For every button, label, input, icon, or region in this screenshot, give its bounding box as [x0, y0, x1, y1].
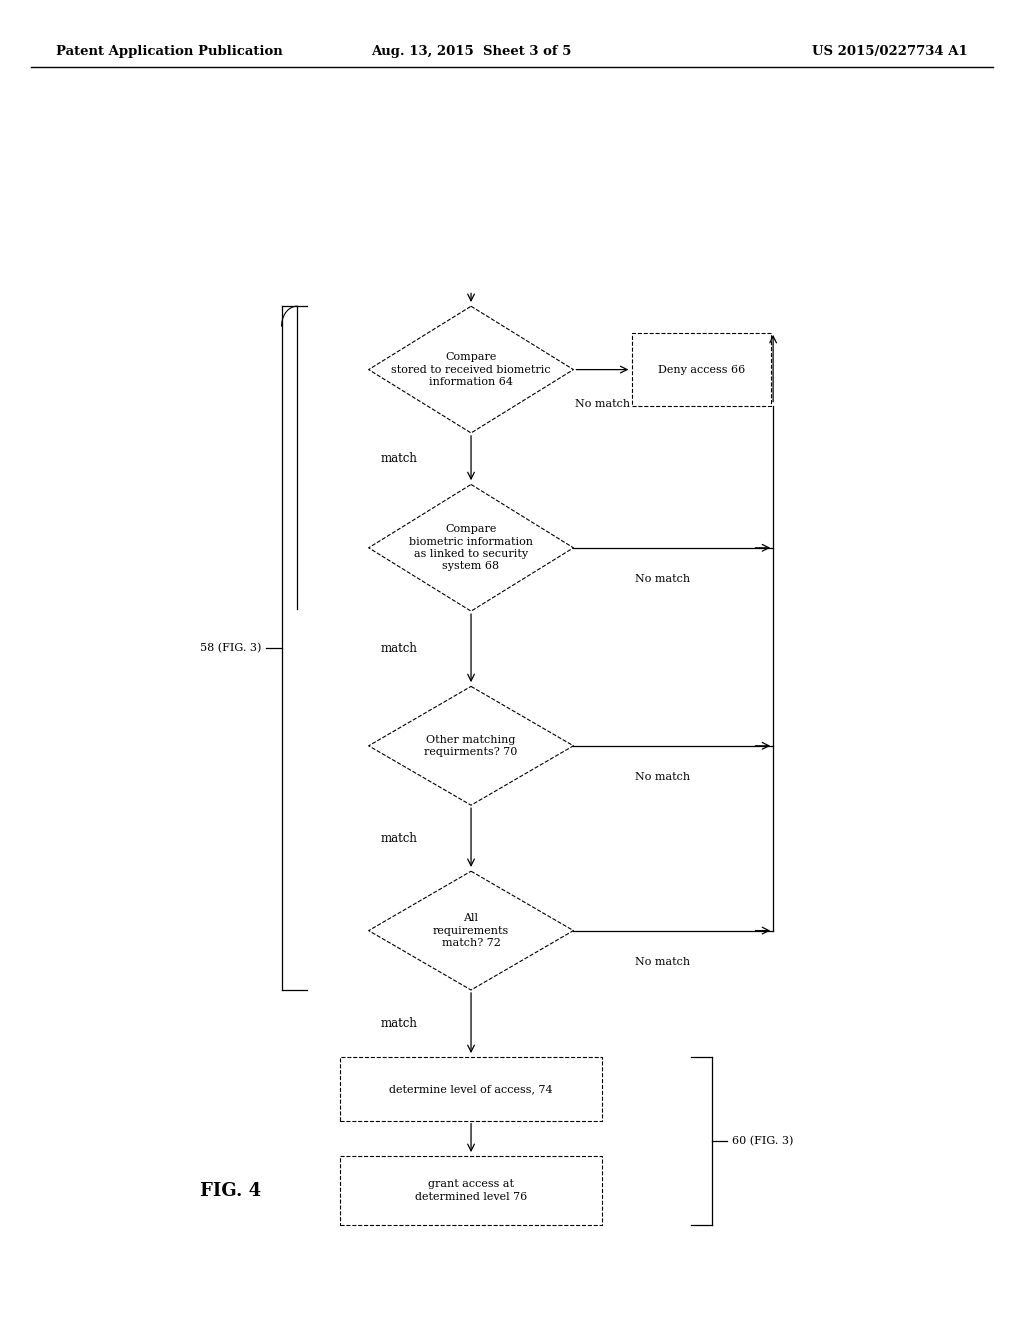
Text: match: match: [381, 643, 418, 655]
Text: No match: No match: [636, 957, 690, 968]
Text: 60 (FIG. 3): 60 (FIG. 3): [732, 1137, 794, 1146]
Text: Compare
biometric information
as linked to security
system 68: Compare biometric information as linked …: [409, 524, 534, 572]
Text: Patent Application Publication: Patent Application Publication: [56, 45, 283, 58]
Bar: [633, 333, 771, 407]
Text: Compare
stored to received biometric
information 64: Compare stored to received biometric inf…: [391, 352, 551, 387]
Text: No match: No match: [636, 772, 690, 783]
Text: US 2015/0227734 A1: US 2015/0227734 A1: [812, 45, 968, 58]
Text: All
requirements
match? 72: All requirements match? 72: [433, 913, 509, 948]
Bar: [340, 1156, 602, 1225]
Bar: [340, 1057, 602, 1121]
Text: grant access at
determined level 76: grant access at determined level 76: [415, 1180, 527, 1201]
Text: No match: No match: [636, 574, 690, 585]
Text: No match: No match: [575, 399, 631, 409]
Text: Deny access 66: Deny access 66: [657, 364, 745, 375]
Text: 58 (FIG. 3): 58 (FIG. 3): [200, 643, 261, 653]
Text: match: match: [381, 832, 418, 845]
Text: FIG. 4: FIG. 4: [200, 1181, 261, 1200]
Text: Other matching
requirments? 70: Other matching requirments? 70: [424, 735, 518, 756]
Text: match: match: [381, 453, 418, 465]
Text: determine level of access, 74: determine level of access, 74: [389, 1084, 553, 1094]
Text: match: match: [381, 1018, 418, 1030]
Text: Aug. 13, 2015  Sheet 3 of 5: Aug. 13, 2015 Sheet 3 of 5: [371, 45, 571, 58]
